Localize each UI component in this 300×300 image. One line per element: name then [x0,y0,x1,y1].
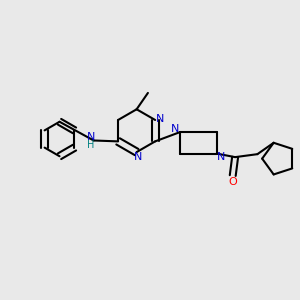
Text: N: N [134,152,142,162]
Text: O: O [228,176,237,187]
Text: N: N [156,114,165,124]
Text: N: N [87,132,95,142]
Text: N: N [217,152,226,161]
Text: H: H [87,140,94,150]
Text: N: N [171,124,179,134]
